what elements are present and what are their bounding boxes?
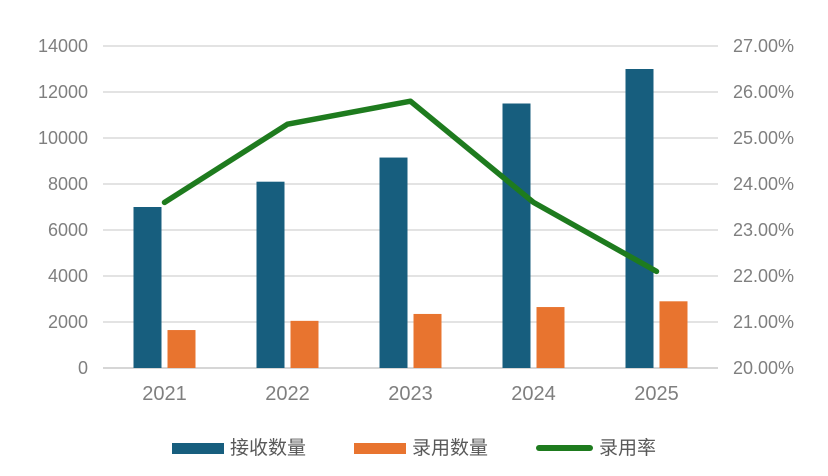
y-axis-left-tick-label: 12000 [38,82,88,102]
y-axis-right-tick-label: 21.00% [733,312,794,332]
x-axis-label: 2025 [634,383,679,405]
bar-hired [659,301,688,368]
legend-label-received: 接收数量 [229,437,306,459]
bar-hired [413,313,442,368]
x-axis-label: 2021 [142,383,187,405]
y-axis-left-tick-label: 2000 [48,312,88,332]
x-axis-label: 2023 [388,383,433,405]
bar-hired [167,330,196,368]
y-axis-left-tick-label: 8000 [48,174,88,194]
bar-hired [536,307,565,368]
y-axis-left-tick-label: 10000 [38,128,88,148]
y-axis-left-tick-label: 0 [78,358,88,378]
bar-received [379,157,408,368]
legend: 接收数量 录用数量 录用率 [0,430,828,466]
y-axis-right-tick-label: 23.00% [733,220,794,240]
y-axis-left-tick-label: 14000 [38,36,88,56]
hired-bar-swatch-icon [353,442,406,454]
y-axis-right-tick-label: 27.00% [733,36,794,56]
legend-item-received: 接收数量 [171,437,306,459]
y-axis-right-tick-label: 20.00% [733,358,794,378]
legend-label-hire-rate: 录用率 [599,437,657,459]
y-axis-right-tick-label: 25.00% [733,128,794,148]
y-axis-right-tick-label: 22.00% [733,266,794,286]
legend-label-hired: 录用数量 [411,437,488,459]
x-axis-label: 2022 [265,383,310,405]
bar-received [256,181,285,368]
legend-item-hire-rate: 录用率 [536,439,656,458]
x-axis-label: 2024 [511,383,556,405]
hire-rate-line-swatch-icon [536,445,593,451]
bar-hired [290,320,319,368]
y-axis-right-tick-label: 24.00% [733,174,794,194]
legend-item-hired: 录用数量 [353,437,488,459]
bar-received [133,207,162,368]
bar-received [625,69,654,368]
y-axis-right-tick-label: 26.00% [733,82,794,102]
hire-rate-line [161,98,660,275]
received-bar-swatch-icon [171,442,224,454]
y-axis-left-tick-label: 4000 [48,266,88,286]
bar-received [502,103,531,368]
y-axis-left-tick-label: 6000 [48,220,88,240]
